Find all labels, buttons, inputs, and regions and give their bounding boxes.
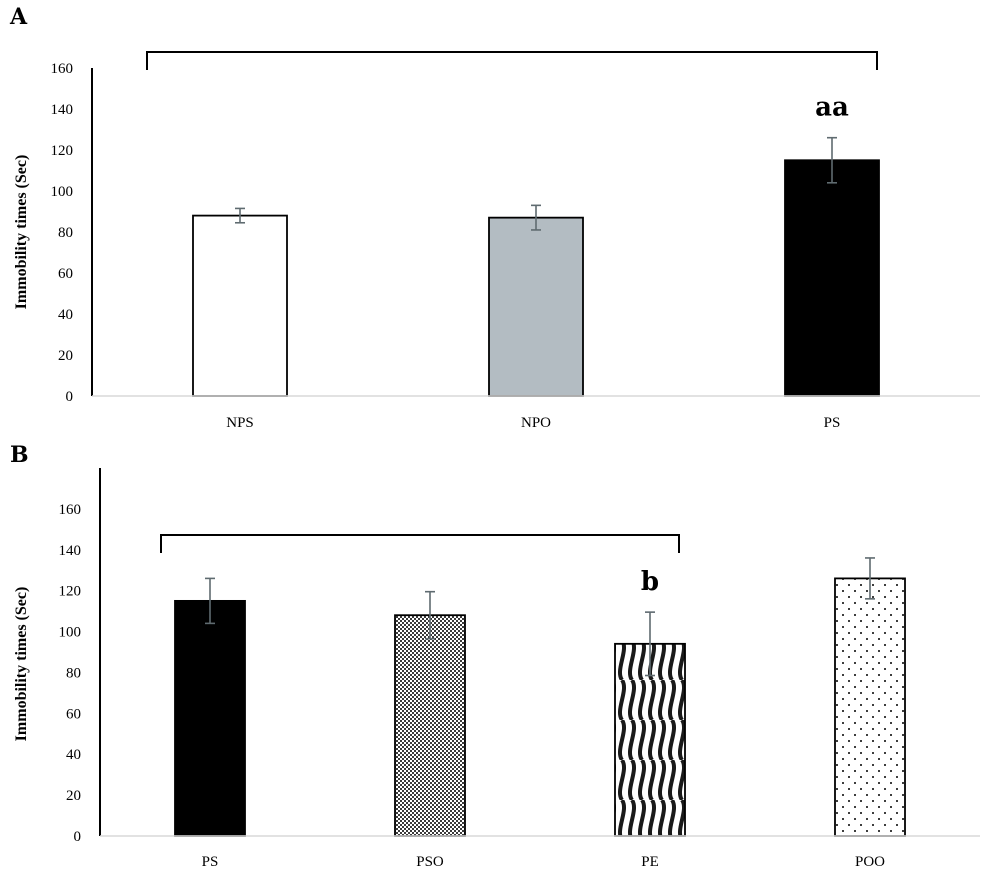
panel-b-chart: B Immobility times (Sec) 0 20 40 60 80 100 120… bbox=[10, 442, 980, 870]
error-bar-pso bbox=[425, 590, 435, 640]
y-tick-label: 100 bbox=[51, 184, 74, 200]
y-axis-label-a: Immobility times (Sec) bbox=[13, 155, 30, 310]
x-tick-label: POO bbox=[855, 854, 885, 870]
x-tick-label: PE bbox=[641, 854, 659, 870]
y-tick-label: 160 bbox=[51, 61, 74, 77]
annotations-a: aa bbox=[815, 93, 849, 123]
y-tick-label: 20 bbox=[66, 788, 81, 804]
y-tick-label: 160 bbox=[59, 502, 82, 518]
y-ticks-b: 0 20 40 60 80 100 120 140 160 bbox=[59, 502, 82, 845]
significance-label: b bbox=[641, 567, 659, 597]
y-ticks-a: 0 20 40 60 80 100 120 140 160 bbox=[51, 61, 74, 405]
x-tick-label: PS bbox=[202, 854, 219, 870]
error-bar-nps bbox=[235, 207, 245, 224]
y-tick-label: 40 bbox=[58, 307, 73, 323]
y-tick-label: 120 bbox=[59, 584, 82, 600]
y-tick-label: 60 bbox=[66, 706, 81, 722]
error-bar-ps bbox=[205, 577, 215, 625]
y-tick-label: 100 bbox=[59, 625, 82, 641]
x-tick-label: NPS bbox=[226, 415, 254, 431]
x-tick-labels-a: NPS NPO PS bbox=[226, 415, 840, 431]
bracket-a bbox=[146, 51, 878, 70]
error-bar-npo bbox=[531, 204, 541, 231]
x-tick-label: PS bbox=[824, 415, 841, 431]
bar-poo bbox=[834, 577, 906, 837]
annotations-b: b bbox=[641, 567, 659, 597]
y-tick-label: 20 bbox=[58, 348, 73, 364]
bracket-b bbox=[160, 534, 680, 553]
panel-label-a: A bbox=[9, 4, 28, 30]
bars-a bbox=[192, 159, 880, 397]
error-bars-a bbox=[235, 136, 837, 231]
error-bar-poo bbox=[865, 557, 875, 600]
y-tick-label: 80 bbox=[58, 225, 73, 241]
y-tick-label: 40 bbox=[66, 747, 81, 763]
bar-ps bbox=[174, 599, 246, 837]
y-tick-label: 140 bbox=[51, 102, 74, 118]
x-tick-label: NPO bbox=[521, 415, 551, 431]
y-tick-label: 0 bbox=[66, 389, 74, 405]
panel-a-chart: A Immobility times (Sec) 0 20 40 60 80 100 120… bbox=[9, 4, 980, 431]
y-tick-label: 120 bbox=[51, 143, 74, 159]
x-tick-label: PSO bbox=[416, 854, 444, 870]
y-tick-label: 140 bbox=[59, 543, 82, 559]
x-tick-labels-b: PS PSO PE POO bbox=[202, 854, 886, 870]
bar-nps bbox=[192, 214, 288, 397]
comparison-bracket bbox=[146, 51, 878, 70]
comparison-bracket bbox=[160, 534, 680, 553]
bar-npo bbox=[488, 216, 584, 397]
bar-pso bbox=[394, 614, 466, 837]
panel-label-b: B bbox=[10, 442, 29, 468]
error-bars-b bbox=[205, 557, 875, 677]
significance-label: aa bbox=[815, 93, 849, 123]
y-tick-label: 0 bbox=[74, 829, 82, 845]
y-axis-label-b: Immobility times (Sec) bbox=[13, 587, 30, 742]
bar-ps bbox=[784, 159, 880, 397]
error-bar-pe bbox=[645, 611, 655, 677]
error-bar-ps bbox=[827, 136, 837, 184]
bars-b bbox=[174, 577, 906, 837]
y-tick-label: 80 bbox=[66, 665, 81, 681]
y-tick-label: 60 bbox=[58, 266, 73, 282]
